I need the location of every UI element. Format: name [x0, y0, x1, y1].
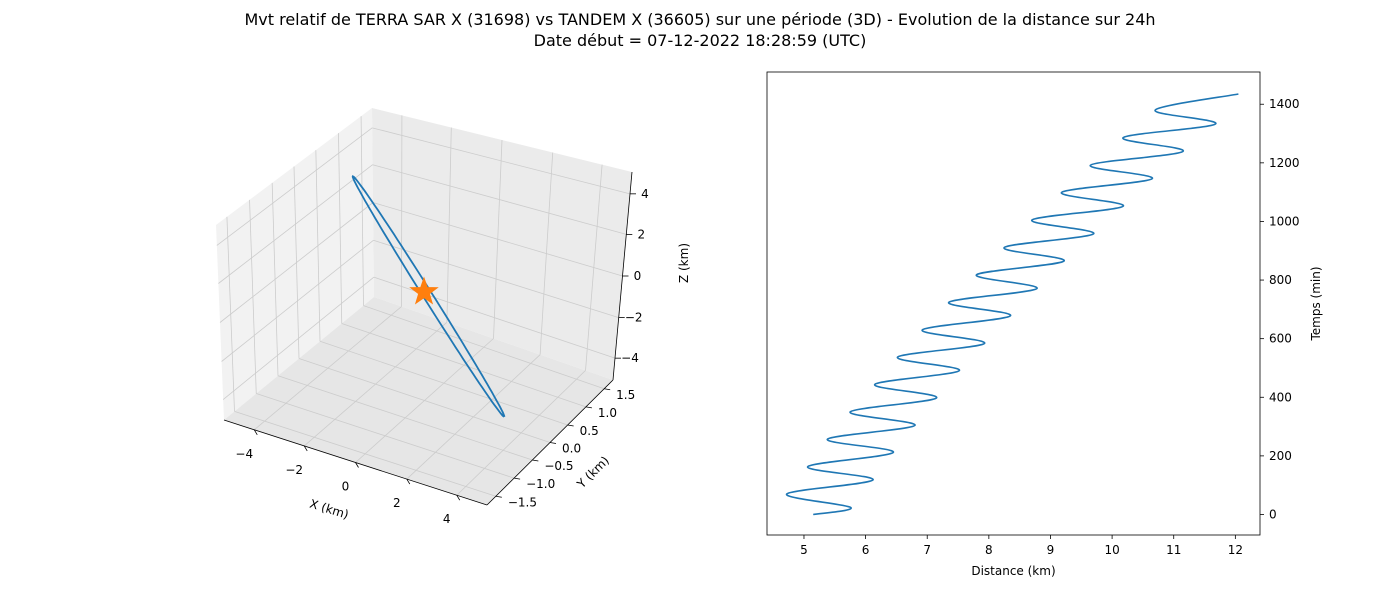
y-tick-label: −1.5: [508, 495, 537, 509]
y-tick: [549, 442, 557, 444]
y-tick: [567, 424, 574, 427]
grid-floor-y: [298, 358, 551, 443]
x-axis-label: Distance (km): [971, 564, 1055, 578]
figure-title: Mvt relatif de TERRA SAR X (31698) vs TA…: [0, 9, 1400, 51]
star-marker: [409, 276, 439, 305]
x-tick-label: 6: [862, 543, 870, 557]
chart-3d-trajectory: −4 −2 0 2 4 −1.5 −1.0 −0.5 0.0 0.5 1.0 1.5 −4 −2 0 2 4 X …: [216, 108, 691, 526]
y-tick: [604, 388, 611, 391]
grid-floor-y: [319, 340, 568, 426]
x-tick-label: −4: [235, 447, 253, 461]
y-tick: [495, 495, 502, 498]
z-tick-label: 2: [637, 227, 645, 241]
grid-left-z: [221, 239, 374, 362]
grid-floor-y: [256, 393, 515, 479]
x-tick-label: 4: [443, 512, 451, 526]
y-tick-label: 0.0: [562, 442, 581, 456]
y-tick: [532, 459, 539, 462]
x-tick-label: 0: [342, 480, 350, 494]
grid-floor-y: [363, 305, 605, 390]
grid-floor-y: [277, 375, 533, 461]
y-tick-label: 1000: [1269, 214, 1300, 228]
y-tick-label: 1200: [1269, 156, 1300, 170]
chart-distance-vs-time: 5 6 7 8 9 10 11 12 0 200 400 600 800 1000 1200 1400 Dist…: [766, 71, 1323, 578]
y-tick-label: −0.5: [544, 459, 573, 473]
y-tick-label: 200: [1269, 449, 1292, 463]
x-tick-label: 9: [1047, 543, 1055, 557]
z-tick-label: −4: [621, 351, 639, 365]
x-axis-label: X (km): [308, 497, 350, 522]
y-axis-label: Y (km): [574, 453, 612, 491]
x-tick: [456, 495, 461, 501]
y-tick-label: −1.0: [526, 477, 555, 491]
title-line-2: Date début = 07-12-2022 18:28:59 (UTC): [533, 31, 867, 50]
x-tick: [406, 478, 411, 485]
y-axis-label: Temps (min): [1309, 266, 1323, 341]
y-tick-label: 600: [1269, 332, 1292, 346]
y-tick-label: 400: [1269, 390, 1292, 404]
y-tick-label: 1.5: [616, 388, 635, 402]
distance-series-line: [785, 93, 1239, 516]
pane-floor: [224, 297, 613, 505]
z-tick-label: 4: [641, 187, 649, 201]
x-tick: [253, 429, 258, 435]
grid-left-z: [218, 164, 373, 284]
y-tick: [514, 477, 521, 480]
grid-left-z: [219, 202, 374, 323]
grid-right-z: [373, 239, 619, 318]
title-line-1: Mvt relatif de TERRA SAR X (31698) vs TA…: [244, 10, 1156, 29]
trajectory-line: [351, 175, 506, 418]
x-tick-label: 2: [393, 496, 401, 510]
grid-left-z: [216, 127, 373, 246]
x-tick-label: 8: [985, 543, 993, 557]
grid-right-z: [372, 164, 627, 235]
pane-back-right: [372, 108, 632, 380]
grid-right-z: [372, 202, 623, 277]
grid-floor-y: [341, 323, 587, 408]
z-axis-label: Z (km): [677, 243, 691, 283]
grid-left-z: [222, 276, 375, 400]
plot-frame: [766, 71, 1261, 536]
x-tick-label: 10: [1104, 543, 1119, 557]
x-tick-label: 7: [923, 543, 931, 557]
y-tick-label: 1400: [1269, 97, 1300, 111]
x-tick: [303, 445, 308, 452]
grid-floor-y: [234, 411, 496, 497]
grid-right-z: [372, 127, 631, 195]
z-tick-label: 0: [634, 269, 642, 283]
y-tick-label: 0: [1269, 507, 1277, 521]
x-tick: [355, 462, 359, 468]
x-tick-label: 12: [1228, 543, 1243, 557]
x-tick-label: −2: [285, 463, 303, 477]
x-tick-label: 5: [800, 543, 808, 557]
y-tick-label: 1.0: [598, 406, 617, 420]
y-tick-label: 0.5: [580, 424, 599, 438]
x-tick-label: 11: [1166, 543, 1181, 557]
y-tick: [585, 406, 592, 409]
z-tick-label: −2: [625, 311, 643, 325]
y-tick-label: 800: [1269, 273, 1292, 287]
